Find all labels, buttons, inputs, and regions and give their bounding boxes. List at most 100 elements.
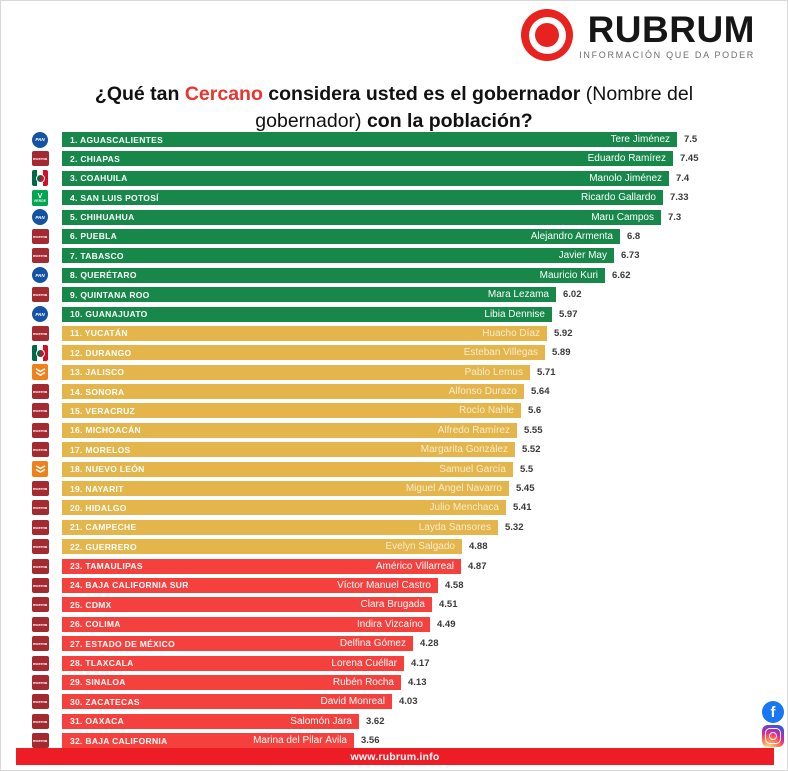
chart-row: morena 22. GUERRERO Evelyn Salgado 4.88 bbox=[31, 539, 699, 555]
party-icon: morena bbox=[31, 713, 49, 729]
chart-row: 3. COAHUILA Manolo Jiménez 7.4 bbox=[31, 170, 699, 187]
state-label: 5. CHIHUAHUA bbox=[70, 212, 135, 223]
governor-name: Américo Villarreal bbox=[375, 560, 454, 572]
facebook-icon[interactable]: f bbox=[762, 701, 784, 723]
state-bar: 17. MORELOS Margarita González bbox=[62, 442, 515, 458]
governor-name: Miguel Ángel Navarro bbox=[405, 483, 502, 495]
governor-name: Libia Dennise bbox=[484, 308, 545, 320]
state-label: 18. NUEVO LEÓN bbox=[70, 464, 145, 475]
state-label: 28. TLAXCALA bbox=[70, 658, 134, 669]
state-label: 15. VERACRUZ bbox=[70, 405, 136, 416]
title-highlight: Cercano bbox=[184, 83, 263, 105]
brand-text: RUBRUM INFORMACIÓN QUE DA PODER bbox=[579, 11, 755, 60]
state-bar: 3. COAHUILA Manolo Jiménez bbox=[62, 170, 669, 186]
value-label: 7.3 bbox=[668, 211, 682, 223]
state-label: 31. OAXACA bbox=[70, 716, 125, 727]
state-bar: 9. QUINTANA ROO Mara Lezama bbox=[62, 287, 556, 303]
value-label: 5.97 bbox=[559, 308, 578, 320]
state-bar: 27. ESTADO DE MÉXICO Delfina Gómez bbox=[62, 636, 413, 652]
chart-row: morena 29. SINALOA Rubén Rocha 4.13 bbox=[31, 674, 699, 690]
governor-name: Lorena Cuéllar bbox=[331, 657, 397, 669]
state-bar: 10. GUANAJUATO Libia Dennise bbox=[62, 306, 552, 322]
chart-row: PAN 1. AGUASCALIENTES Tere Jiménez 7.5 bbox=[31, 131, 699, 148]
value-label: 4.88 bbox=[469, 541, 488, 553]
page-title: ¿Qué tan Cercano considera usted es el g… bbox=[49, 81, 739, 136]
party-icon: morena bbox=[31, 539, 49, 555]
morena-logo-icon: morena bbox=[31, 577, 49, 593]
party-icon: morena bbox=[31, 384, 49, 400]
state-label: 17. MORELOS bbox=[70, 444, 131, 455]
party-icon: morena bbox=[31, 500, 49, 516]
value-label: 6.8 bbox=[627, 230, 641, 242]
state-label: 12. DURANGO bbox=[70, 347, 132, 358]
party-icon: PAN bbox=[31, 131, 49, 148]
state-bar: 2. CHIAPAS Eduardo Ramírez bbox=[62, 151, 673, 167]
governor-name: Samuel García bbox=[439, 463, 506, 475]
state-label: 32. BAJA CALIFORNIA bbox=[70, 735, 168, 746]
value-label: 7.45 bbox=[680, 153, 699, 165]
value-label: 4.51 bbox=[439, 599, 458, 611]
party-icon: morena bbox=[31, 694, 49, 710]
governor-name: Javier May bbox=[558, 250, 607, 262]
governor-name: Layda Sansores bbox=[418, 521, 491, 533]
party-icon: morena bbox=[31, 558, 49, 574]
party-icon: morena bbox=[31, 733, 49, 749]
governor-name: Pablo Lemus bbox=[464, 366, 523, 378]
chart-row: morena 20. HIDALGO Julio Menchaca 5.41 bbox=[31, 500, 699, 516]
party-icon bbox=[31, 364, 49, 381]
governor-name: Rocío Nahle bbox=[458, 405, 514, 417]
value-label: 4.49 bbox=[437, 618, 456, 630]
social-icons: f bbox=[762, 701, 784, 747]
party-icon: morena bbox=[31, 287, 49, 303]
mc-logo-icon bbox=[32, 364, 48, 381]
state-bar: 5. CHIHUAHUA Maru Campos bbox=[62, 209, 661, 225]
party-icon: morena bbox=[31, 481, 49, 497]
target-core bbox=[535, 23, 560, 47]
title-part-2: considera usted es el gobernador bbox=[262, 83, 586, 105]
state-label: 8. QUERÉTARO bbox=[70, 270, 137, 281]
pri-logo-icon bbox=[32, 344, 48, 361]
governor-name: Salomón Jara bbox=[290, 715, 352, 727]
morena-logo-icon: morena bbox=[31, 384, 49, 400]
morena-logo-icon: morena bbox=[31, 442, 49, 458]
state-bar: 11. YUCATÁN Huacho Díaz bbox=[62, 325, 547, 341]
chart-row: morena 24. BAJA CALIFORNIA SUR Víctor Ma… bbox=[31, 577, 699, 593]
state-bar: 21. CAMPECHE Layda Sansores bbox=[62, 519, 498, 535]
footer-url[interactable]: www.rubrum.info bbox=[350, 750, 440, 763]
governor-name: Tere Jiménez bbox=[610, 134, 670, 145]
mc-logo-icon bbox=[32, 461, 48, 478]
governor-name: David Monreal bbox=[320, 696, 385, 708]
chart-row: morena 23. TAMAULIPAS Américo Villarreal… bbox=[31, 558, 699, 574]
value-label: 5.64 bbox=[531, 386, 550, 398]
value-label: 6.02 bbox=[563, 289, 582, 301]
value-label: 5.89 bbox=[552, 347, 571, 359]
chart-row: morena 21. CAMPECHE Layda Sansores 5.32 bbox=[31, 519, 699, 535]
value-label: 5.45 bbox=[516, 483, 535, 495]
state-label: 24. BAJA CALIFORNIA SUR bbox=[70, 580, 189, 591]
chart-row: PAN 8. QUERÉTARO Mauricio Kuri 6.62 bbox=[31, 267, 699, 284]
party-icon: PAN bbox=[31, 209, 49, 226]
state-bar: 4. SAN LUIS POTOSÍ Ricardo Gallardo bbox=[62, 190, 663, 206]
instagram-icon[interactable] bbox=[762, 725, 784, 747]
morena-logo-icon: morena bbox=[31, 403, 49, 419]
state-bar: 30. ZACATECAS David Monreal bbox=[62, 694, 392, 710]
value-label: 4.58 bbox=[445, 579, 464, 591]
value-label: 4.03 bbox=[399, 696, 418, 708]
chart-rows: PAN 1. AGUASCALIENTES Tere Jiménez 7.5 m… bbox=[31, 131, 699, 749]
party-icon: morena bbox=[31, 151, 49, 167]
party-icon: morena bbox=[31, 597, 49, 613]
title-part-1: ¿Qué tan bbox=[94, 83, 185, 105]
brand-logo: RUBRUM INFORMACIÓN QUE DA PODER bbox=[521, 9, 755, 61]
pan-logo-icon: PAN bbox=[32, 131, 48, 148]
chart-row: morena 2. CHIAPAS Eduardo Ramírez 7.45 bbox=[31, 151, 699, 167]
morena-logo-icon: morena bbox=[31, 248, 49, 264]
value-label: 5.52 bbox=[522, 444, 541, 456]
value-label: 5.6 bbox=[528, 405, 542, 417]
pan-logo-icon: PAN bbox=[32, 306, 48, 323]
governor-name: Huacho Díaz bbox=[482, 327, 540, 339]
state-bar: 7. TABASCO Javier May bbox=[62, 248, 614, 264]
value-label: 4.28 bbox=[420, 638, 439, 650]
chart-row: PAN 5. CHIHUAHUA Maru Campos 7.3 bbox=[31, 209, 699, 226]
state-label: 14. SONORA bbox=[70, 386, 125, 397]
